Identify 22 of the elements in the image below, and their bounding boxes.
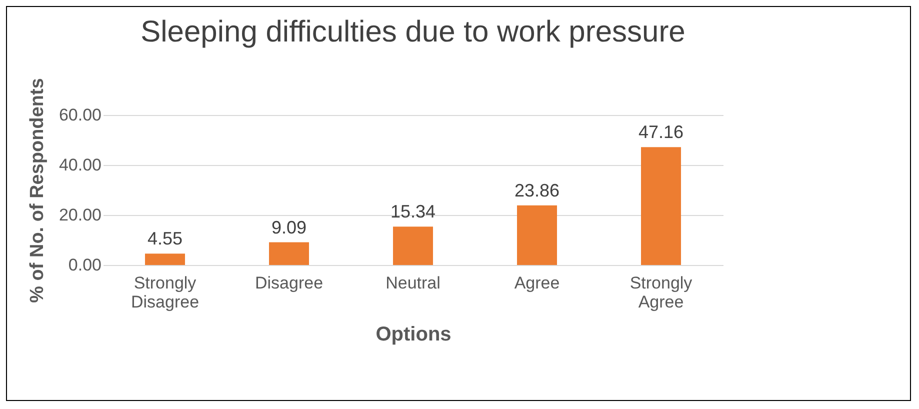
x-tick-label: Strongly Agree: [630, 274, 693, 312]
y-tick-label: 0.00: [68, 256, 102, 274]
data-label: 9.09: [271, 217, 307, 238]
y-tick-label: 40.00: [58, 156, 102, 174]
y-tick-label: 20.00: [58, 206, 102, 224]
bar: [269, 242, 309, 265]
bar: [641, 147, 681, 265]
x-axis-title: Options: [376, 324, 452, 346]
data-label: 47.16: [638, 122, 684, 142]
data-label: 23.86: [514, 180, 560, 200]
x-tick-label: Agree: [514, 274, 560, 292]
x-tick-label: Disagree: [254, 274, 324, 292]
y-tick-label: 60.00: [58, 106, 102, 124]
x-tick-label: Neutral: [386, 274, 440, 292]
bar: [517, 205, 557, 265]
x-tick-label: Strongly Disagree: [130, 274, 200, 312]
bar: [145, 254, 185, 265]
data-label: 4.55: [147, 228, 183, 249]
y-axis-title: % of No. of Respondents: [26, 78, 48, 303]
chart-title: Sleeping difficulties due to work pressure: [140, 16, 686, 49]
bar: [393, 226, 433, 265]
data-label: 15.34: [390, 202, 436, 222]
